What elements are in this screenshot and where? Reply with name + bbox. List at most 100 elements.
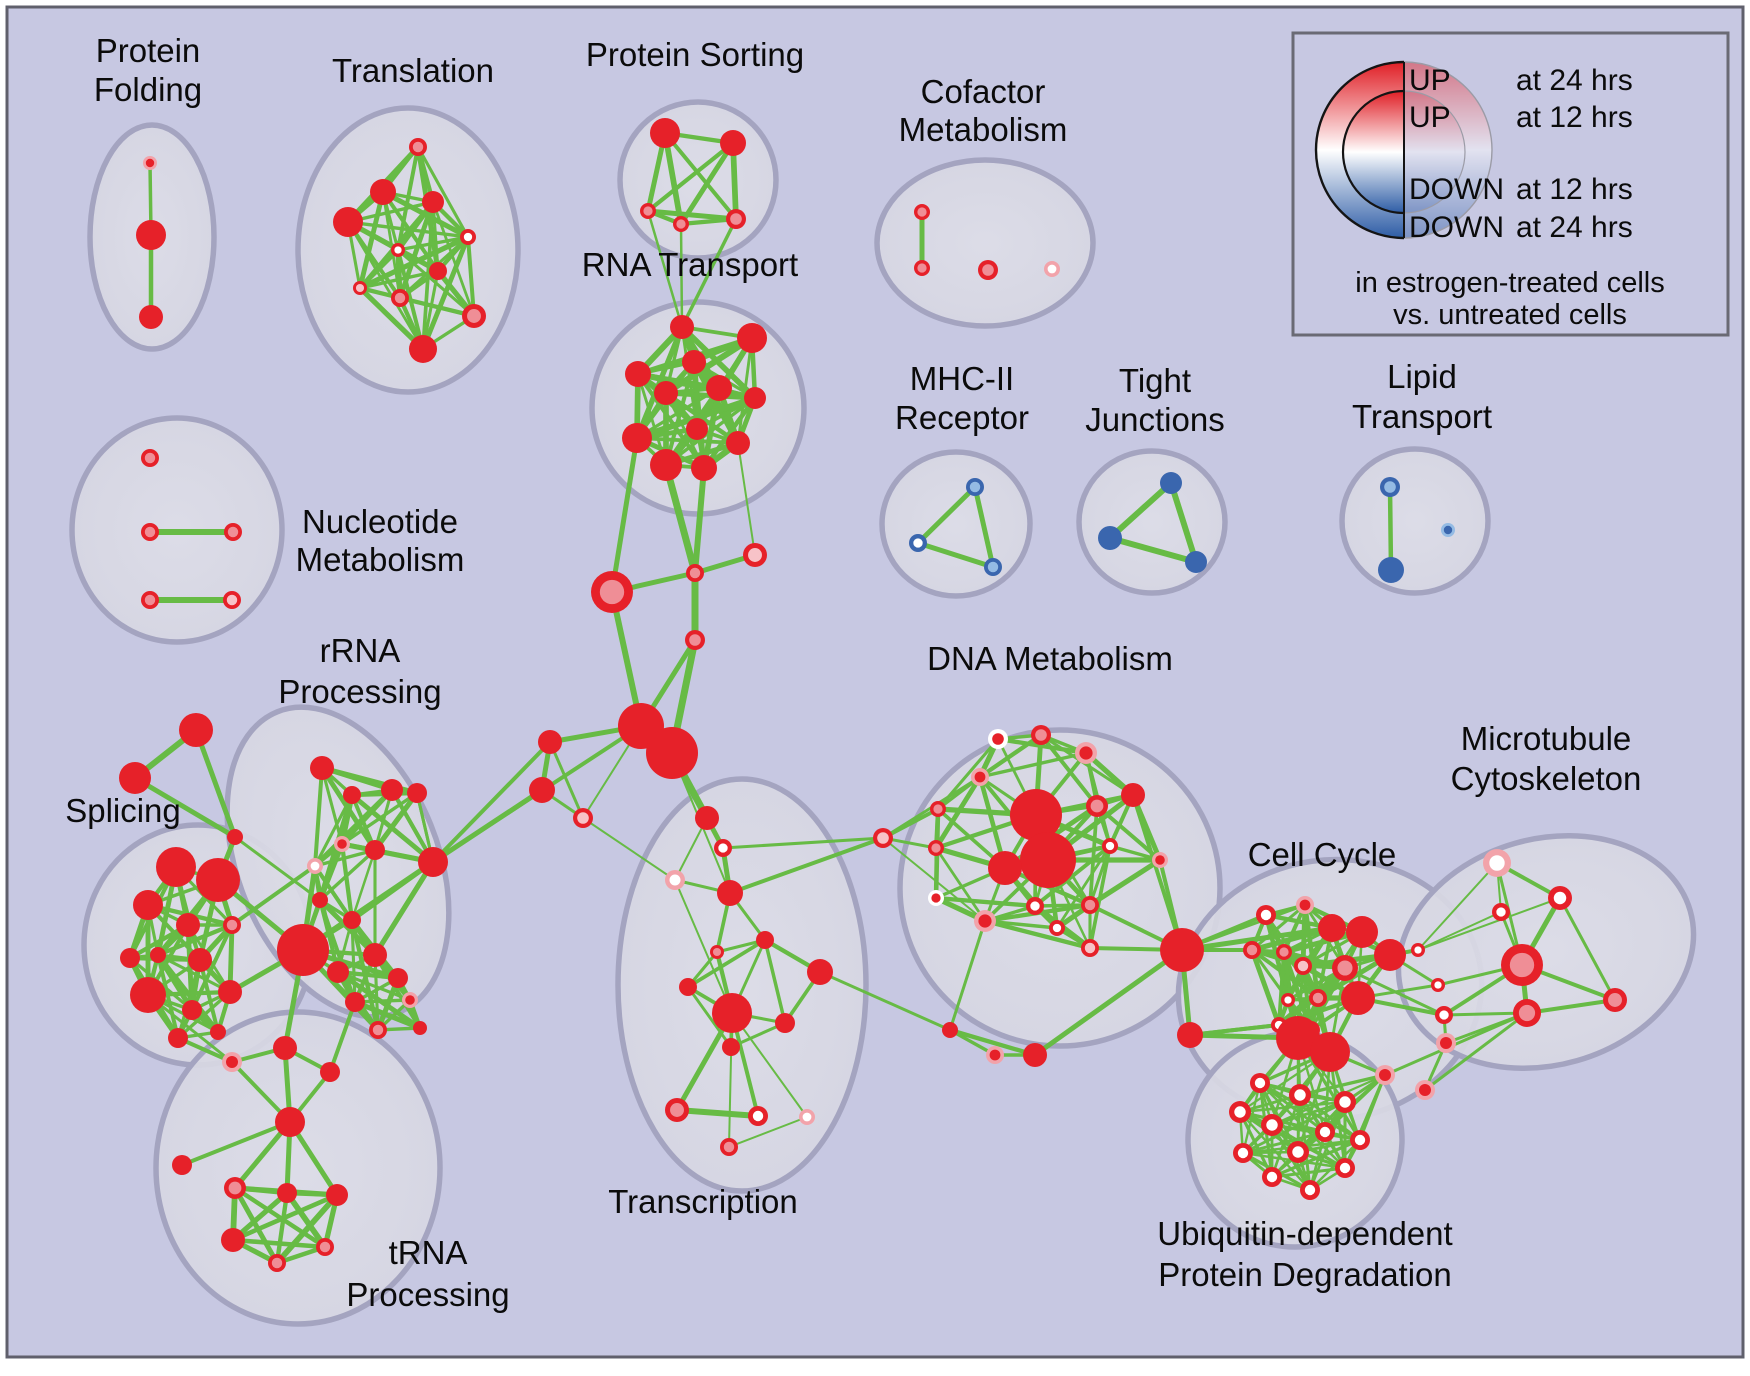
node-core xyxy=(394,292,406,304)
gene-node-sp12 xyxy=(168,1028,188,1048)
cluster-label-pf: Protein xyxy=(96,32,201,69)
interaction-edge xyxy=(176,958,202,1040)
gene-node-mt3 xyxy=(1492,903,1510,921)
interaction-edge xyxy=(1249,947,1282,1028)
node-core xyxy=(1414,946,1422,954)
node-core xyxy=(931,843,941,853)
node-core xyxy=(689,634,701,646)
node-ring xyxy=(176,913,200,937)
interaction-edge xyxy=(678,140,736,227)
node-ring xyxy=(218,980,242,1004)
node-core xyxy=(1354,1134,1366,1146)
node-ring xyxy=(139,305,163,329)
gene-node-sp10 xyxy=(182,1000,202,1020)
gene-node-dm4 xyxy=(971,768,989,786)
node-core xyxy=(917,263,927,273)
node-core xyxy=(1266,1119,1278,1131)
cluster-label-tj: Junctions xyxy=(1085,401,1224,438)
node-ring xyxy=(333,207,363,237)
interaction-edge xyxy=(1277,950,1286,1027)
node-core xyxy=(917,207,927,217)
gene-node-rt10 xyxy=(622,423,652,453)
legend-inner-arc-right xyxy=(1403,90,1466,214)
node-ring xyxy=(188,948,212,972)
gene-node-mt2 xyxy=(1548,886,1572,910)
interaction-edge xyxy=(357,247,401,291)
gene-node-rr13 xyxy=(345,992,365,1012)
node-core xyxy=(1294,1089,1306,1101)
gene-node-sp1 xyxy=(156,847,196,887)
legend-direction-label: UP xyxy=(1409,64,1451,97)
node-core xyxy=(1509,952,1535,978)
interaction-edge xyxy=(662,461,699,577)
node-core xyxy=(394,246,402,254)
interaction-edge xyxy=(1241,1130,1327,1155)
gene-node-pf1 xyxy=(143,156,157,170)
gene-node-sp3 xyxy=(133,890,163,920)
node-core xyxy=(1254,1077,1266,1089)
gene-node-ps2 xyxy=(720,130,746,156)
node-ring xyxy=(221,1228,245,1252)
interaction-edge xyxy=(230,1237,328,1250)
node-ring xyxy=(130,977,166,1013)
gene-node-cc17 xyxy=(1431,978,1445,992)
gene-node-mh3 xyxy=(984,558,1002,576)
gene-node-tr11 xyxy=(409,335,437,363)
node-ring xyxy=(682,350,706,374)
gene-node-tc3 xyxy=(665,870,685,890)
interaction-edge xyxy=(645,140,736,214)
node-ring xyxy=(310,756,334,780)
gene-node-lt1 xyxy=(1380,477,1400,497)
gene-node-dm6 xyxy=(1121,783,1145,807)
gene-node-ub8 xyxy=(1233,1143,1253,1163)
interaction-edge xyxy=(300,859,436,953)
cluster-label-dm: DNA Metabolism xyxy=(927,640,1173,677)
node-ring xyxy=(370,179,396,205)
node-core xyxy=(227,526,239,538)
gene-node-ub11 xyxy=(1300,1180,1320,1200)
gene-node-rt9 xyxy=(726,431,750,455)
gene-node-dm18 xyxy=(1049,920,1065,936)
cluster-label-ub: Ubiquitin-dependent xyxy=(1157,1215,1452,1252)
interaction-edge xyxy=(701,395,758,471)
gene-node-pf2 xyxy=(136,220,166,250)
node-core xyxy=(1304,1184,1316,1196)
node-ring xyxy=(1160,472,1182,494)
gene-node-dm22 xyxy=(1023,1043,1047,1067)
node-core xyxy=(319,1241,331,1253)
interaction-edge xyxy=(548,740,585,820)
gene-node-ub5 xyxy=(1261,1114,1283,1136)
legend-time-label: at 12 hrs xyxy=(1516,101,1633,134)
gene-node-cc9 xyxy=(1332,955,1358,981)
interaction-edge xyxy=(686,985,733,1049)
gene-node-sp9 xyxy=(130,977,166,1013)
interaction-edge xyxy=(1444,1011,1529,1045)
gene-node-dm1 xyxy=(988,729,1008,749)
interaction-edge xyxy=(1558,896,1617,1002)
interaction-edge xyxy=(372,790,420,853)
interaction-edge xyxy=(430,787,545,865)
interaction-edge xyxy=(978,751,1088,779)
node-ring xyxy=(275,1107,305,1137)
gene-node-tn4 xyxy=(224,1177,246,1199)
interaction-edge xyxy=(933,895,1038,909)
node-core xyxy=(669,874,681,886)
node-core xyxy=(1266,1171,1278,1183)
gene-node-sp4 xyxy=(176,913,200,937)
gene-node-rt3 xyxy=(682,350,706,374)
node-ring xyxy=(1341,981,1375,1015)
node-core xyxy=(1084,899,1096,911)
gene-node-tn9 xyxy=(268,1254,286,1272)
interaction-edge xyxy=(350,848,377,922)
node-core xyxy=(931,893,941,903)
legend-outer-arc-left xyxy=(1314,60,1405,240)
gene-node-ubp xyxy=(1375,1065,1395,1085)
node-core xyxy=(405,995,415,1005)
gene-node-tj3 xyxy=(1185,551,1207,573)
node-ring xyxy=(1378,557,1404,583)
gene-node-tn6 xyxy=(326,1184,348,1206)
gene-node-sp6 xyxy=(120,948,140,968)
interaction-edge xyxy=(674,879,733,1014)
interaction-edge xyxy=(466,235,476,318)
gene-node-dm15 xyxy=(1081,896,1099,914)
